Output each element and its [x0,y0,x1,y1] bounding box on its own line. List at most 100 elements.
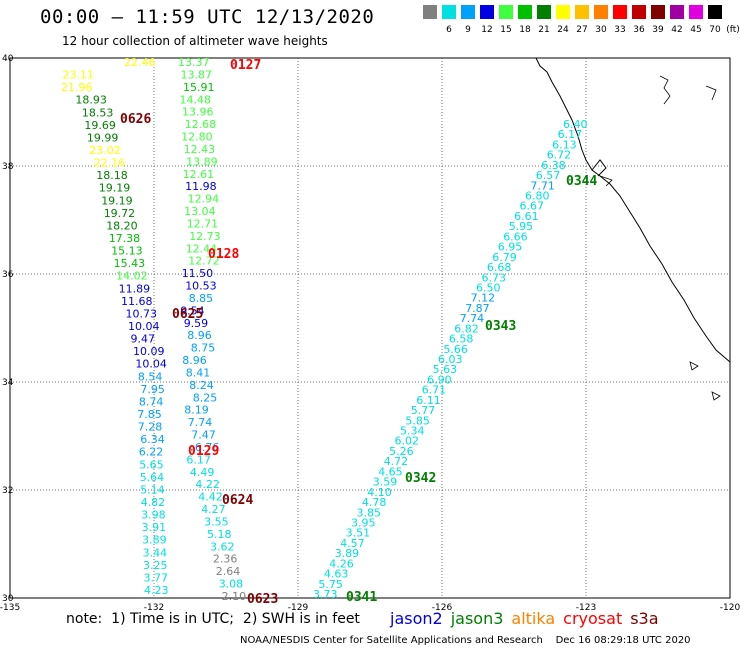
wave-height-value: 14.48 [180,93,212,106]
wave-height-value: 6.66 [503,230,528,243]
wave-height-value: 7.71 [530,179,555,192]
wave-height-value: 4.22 [195,478,220,491]
legend-label: 15 [500,25,512,35]
lon-tick-label: -126 [432,603,453,613]
legend-label: 21 [538,25,550,35]
wave-height-value: 8.41 [186,367,211,380]
legend-swatch [499,5,513,19]
wave-height-value: 6.17 [186,453,211,466]
wave-height-value: 13.96 [182,106,214,119]
wave-height-value: 15.43 [114,257,146,270]
wave-height-value: 6.03 [438,353,463,366]
lat-tick-label: 40 [2,54,14,64]
wave-height-value: 8.85 [189,292,214,305]
legend-unit: (ft) [726,25,740,35]
wave-height-value: 7.85 [137,408,162,421]
wave-height-value: 10.09 [133,345,165,358]
wave-height-value: 21.96 [61,81,93,94]
wave-height-value: 7.47 [191,429,216,442]
wave-height-value: 19.19 [101,194,133,207]
satellite-name-altika: altika [511,609,556,628]
wave-height-value: 5.85 [405,414,430,427]
coastline-path [535,57,731,363]
wave-height-value: 3.85 [357,506,382,519]
wave-height-value: 3.25 [143,559,168,572]
wave-height-value: 6.61 [514,210,539,223]
wave-height-value: 17.38 [109,232,141,245]
island-outline [711,391,721,401]
satellite-name-s3a: s3a [630,609,659,628]
island-outline [689,361,699,371]
wave-height-value: 6.02 [395,435,420,448]
wave-height-value: 4.78 [362,496,387,509]
legend-label: 24 [557,25,569,35]
map-frame [9,57,731,599]
lat-tick-label: 36 [2,270,14,280]
wave-height-value: 8.96 [182,354,207,367]
pass-id-label: 0625 [172,307,203,322]
wave-height-value: 11.68 [121,295,153,308]
wave-height-value: 4.42 [198,491,223,504]
wave-height-value: 8.96 [187,329,212,342]
wave-height-value: 23.02 [89,144,121,157]
pass-id-label: 0623 [247,592,278,607]
wave-height-value: 6.13 [552,138,577,151]
page-subtitle: 12 hour collection of altimeter wave hei… [62,34,328,48]
legend-swatch [670,5,684,19]
wave-height-value: 3.89 [142,534,167,547]
wave-height-value: 12.68 [185,118,217,131]
wave-height-value: 18.18 [96,169,128,182]
wave-height-value: 9.47 [131,333,156,346]
wave-height-value: 4.63 [324,568,349,581]
wave-height-value: 7.87 [465,302,490,315]
wave-height-value: 6.90 [427,373,452,386]
wave-height-value: 7.74 [460,312,485,325]
wave-height-value: 6.82 [454,322,479,335]
wave-height-value: 22.46 [124,56,156,69]
pass-id-label: 0344 [566,174,597,189]
legend-swatch [575,5,589,19]
legend-swatch [480,5,494,19]
wave-height-value: 5.77 [411,404,436,417]
wave-height-value: 19.99 [87,131,119,144]
wave-height-value: 12.61 [183,168,215,181]
wave-height-value: 12.80 [181,131,213,144]
wave-height-value: 8.75 [191,342,216,355]
pass-id-label: 0341 [346,590,377,605]
wave-height-value: 2.36 [213,553,238,566]
wave-height-value: 19.69 [84,119,116,132]
wave-height-value: 14.02 [116,270,148,283]
wave-height-value: 8.54 [138,370,163,383]
pass-id-label: 0127 [230,58,261,73]
wave-height-value: 6.57 [536,169,561,182]
wave-height-value: 8.19 [184,404,209,417]
legend-label: 9 [465,25,471,35]
wave-height-value: 6.34 [140,433,165,446]
satellite-name-jason2: jason2 [390,609,443,628]
legend-swatch [556,5,570,19]
wave-height-value: 6.73 [482,271,507,284]
lon-tick-label: -132 [144,603,164,613]
wave-height-value: 12.72 [188,255,220,268]
legend-swatch [537,5,551,19]
lon-tick-label: -135 [0,603,20,613]
lon-tick-label: -129 [288,603,309,613]
wave-height-value: 5.14 [140,483,165,496]
wave-height-value: 12.44 [186,242,218,255]
wave-height-value: 3.55 [204,516,229,529]
legend-label: 6 [446,25,452,35]
legend-label: 39 [652,25,664,35]
legend-swatch [613,5,627,19]
wave-height-value: 12.71 [187,217,219,230]
wave-height-value: 9.54 [180,304,205,317]
wave-height-value: 3.08 [219,578,244,591]
wave-height-value: 8.74 [139,395,164,408]
wave-height-value: 4.23 [144,584,169,597]
wave-height-value: 12.73 [189,230,221,243]
wave-height-value: 6.11 [416,394,441,407]
wave-height-value: 10.04 [128,320,160,333]
footer-note: note: 1) Time is in UTC; 2) SWH is in fe… [66,611,360,627]
wave-height-value: 6.71 [422,384,447,397]
pass-id-label: 0129 [188,444,219,459]
